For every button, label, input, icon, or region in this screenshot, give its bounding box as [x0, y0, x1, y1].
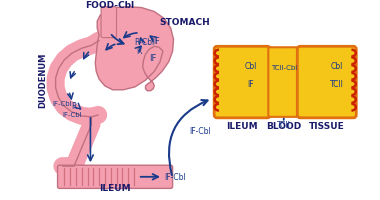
Text: IF-Cbl: IF-Cbl — [164, 172, 186, 181]
Text: IF-Cbl: IF-Cbl — [52, 101, 72, 107]
FancyBboxPatch shape — [297, 47, 356, 118]
Text: R: R — [71, 102, 77, 111]
Text: IF: IF — [149, 54, 157, 63]
Text: Cbl: Cbl — [245, 61, 257, 70]
Text: TISSUE: TISSUE — [309, 121, 344, 130]
FancyBboxPatch shape — [214, 47, 270, 118]
FancyBboxPatch shape — [101, 8, 117, 38]
Text: TCII-Cbl: TCII-Cbl — [271, 65, 297, 71]
Text: TCII: TCII — [277, 121, 291, 130]
Text: DUODENUM: DUODENUM — [38, 52, 48, 107]
Text: FOOD-Cbl: FOOD-Cbl — [85, 1, 134, 10]
Text: IF-Cbl: IF-Cbl — [189, 126, 211, 135]
Text: TCII: TCII — [330, 80, 344, 88]
Text: IF-Cbl: IF-Cbl — [62, 111, 82, 117]
Text: STOMACH: STOMACH — [159, 18, 210, 27]
Text: IF: IF — [153, 37, 160, 46]
Text: R-Cbl: R-Cbl — [135, 38, 155, 47]
Text: ILEUM: ILEUM — [226, 121, 258, 130]
Text: ILEUM: ILEUM — [99, 183, 130, 192]
FancyBboxPatch shape — [268, 48, 299, 117]
FancyBboxPatch shape — [57, 165, 173, 188]
Text: IF: IF — [248, 80, 254, 88]
Text: Cbl: Cbl — [331, 61, 343, 70]
Polygon shape — [95, 8, 174, 91]
Text: BLOOD: BLOOD — [266, 121, 301, 130]
Text: R: R — [136, 47, 141, 56]
